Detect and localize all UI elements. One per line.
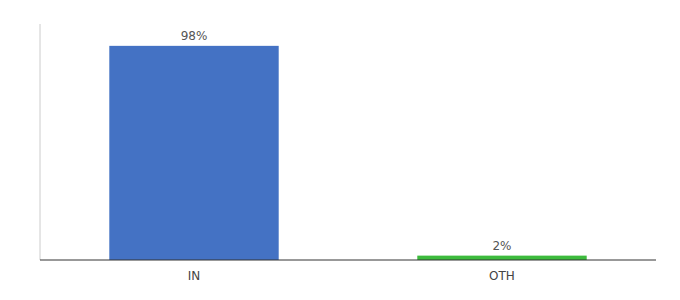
page: {"chart_data": {"type": "bar", "categori… [0, 0, 680, 300]
x-tick-label: IN [188, 269, 201, 283]
bar [417, 256, 586, 260]
x-axis-line [40, 260, 656, 261]
chart-svg: 98% 2% IN OTH [0, 0, 680, 300]
x-tick-label: OTH [489, 269, 515, 283]
data-label: 2% [492, 239, 511, 253]
bar [109, 46, 278, 260]
data-label: 98% [181, 29, 208, 43]
bars [109, 46, 586, 260]
chart-container: 98% 2% IN OTH [0, 0, 680, 300]
y-axis-line [40, 24, 41, 260]
